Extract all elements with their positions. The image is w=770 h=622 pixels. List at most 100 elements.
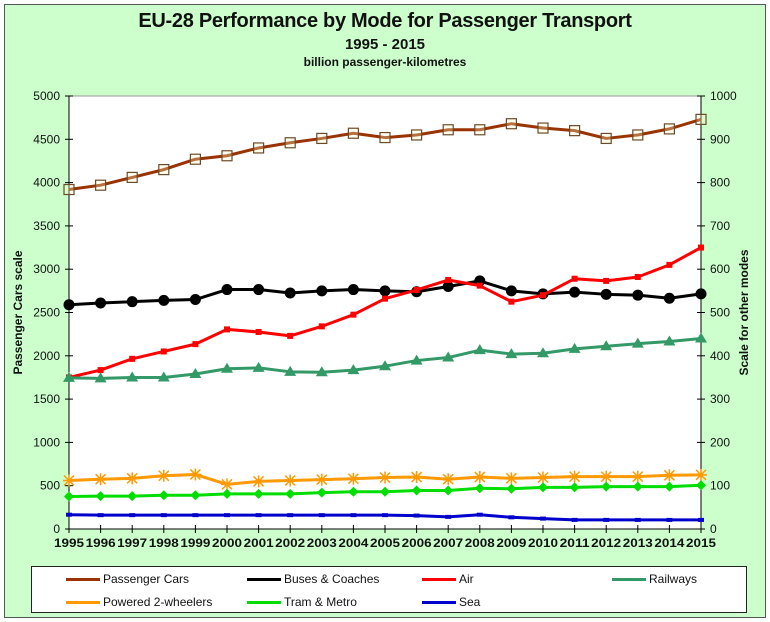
data-point-tram-metro (222, 488, 232, 499)
data-point-tram-metro (158, 490, 169, 501)
data-point-passenger-cars (537, 122, 549, 134)
y-tick-label-left: 3500 (33, 219, 60, 233)
data-point-powered-2-wheelers (600, 470, 613, 483)
data-point-tram-metro (348, 486, 359, 497)
data-point-sea (97, 513, 104, 518)
y-tick-label-left: 4000 (33, 176, 60, 190)
data-point-tram-metro (380, 486, 390, 497)
data-point-tram-metro (190, 490, 201, 501)
data-point-sea (350, 513, 357, 518)
y-tick-label-right: 100 (710, 479, 730, 493)
series-railways (63, 332, 707, 383)
data-point-railways (663, 335, 676, 346)
data-point-railways (63, 371, 75, 382)
data-point-powered-2-wheelers (315, 473, 328, 486)
series-line-passenger-cars (68, 117, 702, 192)
data-point-buses-coaches (695, 288, 707, 300)
data-point-railways (94, 372, 107, 383)
data-point-powered-2-wheelers (94, 473, 107, 486)
data-point-sea (129, 513, 136, 518)
y-tick-label-left: 0 (53, 522, 60, 536)
data-point-powered-2-wheelers (379, 471, 391, 484)
data-point-buses-coaches (158, 294, 170, 306)
data-point-buses-coaches (442, 281, 454, 293)
data-point-sea (571, 517, 578, 522)
x-tick-label: 2007 (433, 536, 463, 550)
data-point-passenger-cars (94, 179, 107, 191)
legend-label: Passenger Cars (103, 572, 190, 586)
data-point-buses-coaches (316, 285, 328, 297)
legend-item-air: Air (422, 572, 474, 586)
data-point-passenger-cars (663, 123, 676, 135)
series-sea (66, 512, 704, 522)
data-point-air (192, 341, 199, 348)
y-tick-label-right: 1000 (710, 89, 737, 103)
legend-item-tram-metro: Tram & Metro (247, 595, 357, 609)
x-tick-label: 2015 (686, 536, 716, 550)
data-point-passenger-cars (158, 164, 170, 176)
x-tick-label: 1998 (149, 536, 179, 550)
data-point-buses-coaches (663, 292, 675, 304)
x-tick-label: 2010 (528, 536, 558, 550)
data-point-air (413, 286, 420, 293)
data-point-sea (698, 517, 704, 522)
x-tick-label: 2002 (275, 536, 305, 550)
legend-label: Air (459, 572, 474, 586)
data-point-buses-coaches (379, 285, 391, 297)
data-point-sea (508, 515, 515, 520)
legend-item-railways: Railways (612, 572, 697, 586)
x-tick-label: 2005 (370, 536, 400, 550)
data-point-powered-2-wheelers (473, 471, 486, 484)
data-point-sea (224, 513, 230, 518)
legend-swatch (66, 600, 100, 604)
data-point-powered-2-wheelers (126, 472, 139, 485)
y-tick-label-right: 600 (710, 262, 730, 276)
y-tick-label-left: 5000 (33, 89, 60, 103)
data-point-air (160, 348, 167, 355)
x-tick-label: 2004 (338, 536, 368, 550)
data-point-buses-coaches (347, 284, 359, 296)
legend-item-sea: Sea (422, 595, 480, 609)
x-tick-label: 2011 (560, 536, 590, 550)
y-tick-label-right: 300 (710, 392, 730, 406)
x-tick-label: 2003 (307, 536, 337, 550)
data-point-powered-2-wheelers (284, 474, 297, 487)
legend: Passenger Cars Buses & Coaches Air Railways… (31, 566, 747, 613)
x-tick-label: 2008 (465, 536, 495, 550)
data-point-sea (603, 517, 610, 522)
data-point-tram-metro (443, 485, 454, 496)
data-point-railways (505, 348, 518, 359)
legend-label: Powered 2-wheelers (103, 595, 213, 609)
x-tick-label: 2013 (623, 536, 653, 550)
y-tick-label-right: 200 (710, 435, 730, 449)
data-point-railways (410, 354, 423, 365)
data-point-powered-2-wheelers (663, 469, 676, 482)
x-tick-label: 2014 (654, 536, 684, 550)
y-axis-title-right: Scale for other modes (737, 249, 751, 375)
data-point-railways (126, 371, 139, 382)
y-tick-label-left: 2000 (33, 349, 60, 363)
data-point-tram-metro (569, 482, 580, 493)
data-point-powered-2-wheelers (347, 472, 360, 485)
x-tick-label: 1997 (117, 536, 147, 550)
data-point-passenger-cars (253, 142, 265, 154)
y-tick-label-left: 1500 (33, 392, 60, 406)
data-point-sea (66, 512, 72, 517)
data-point-railways (473, 344, 486, 355)
data-point-railways (315, 366, 328, 377)
data-point-tram-metro (95, 491, 106, 502)
data-point-railways (347, 364, 360, 375)
data-point-sea (382, 513, 388, 518)
data-point-tram-metro (411, 485, 422, 496)
legend-item-buses-coaches: Buses & Coaches (247, 572, 379, 586)
data-point-air (350, 311, 357, 318)
data-point-passenger-cars (316, 132, 328, 145)
data-point-sea (192, 513, 199, 518)
x-tick-label: 1996 (86, 536, 116, 550)
data-point-sea (413, 513, 420, 518)
data-point-air (666, 261, 673, 268)
data-point-passenger-cars (568, 125, 581, 137)
legend-item-passenger-cars: Passenger Cars (66, 572, 189, 586)
data-point-buses-coaches (189, 294, 201, 306)
data-point-railways (442, 351, 455, 362)
